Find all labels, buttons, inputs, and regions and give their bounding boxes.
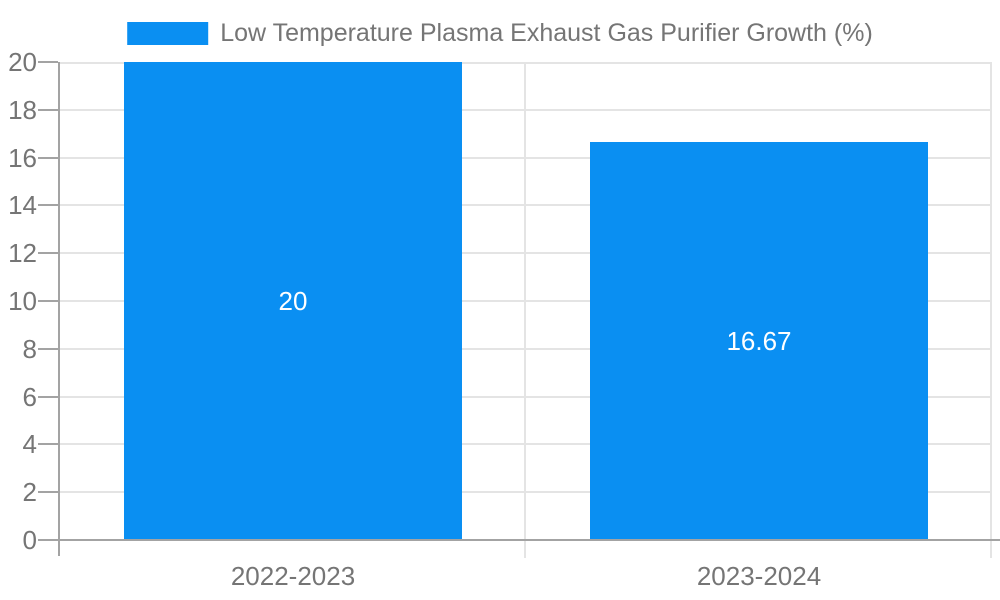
bar-value-label: 20: [278, 285, 308, 316]
y-axis-tick: [38, 539, 58, 541]
x-tick-label: 2022-2023: [230, 561, 356, 591]
bar[interactable]: 20: [124, 62, 462, 540]
x-axis-tick: [524, 541, 526, 558]
legend-label: Low Temperature Plasma Exhaust Gas Purif…: [220, 19, 873, 47]
y-axis-tick: [38, 157, 58, 159]
y-tick-label: 12: [8, 238, 37, 268]
y-gridline: [60, 300, 992, 302]
x-tick-label: 2023-2024: [696, 561, 822, 591]
y-axis-tick: [38, 204, 58, 206]
y-axis-tick: [38, 61, 58, 63]
y-gridline: [60, 348, 992, 350]
y-gridline: [60, 157, 992, 159]
y-gridline: [60, 62, 992, 64]
x-gridline: [524, 62, 526, 540]
plot-area: 20 16.67: [60, 62, 992, 540]
y-gridline: [60, 396, 992, 398]
y-tick-label: 14: [8, 190, 37, 220]
y-axis-tick: [38, 109, 58, 111]
y-axis-tick: [38, 491, 58, 493]
y-gridline: [60, 204, 992, 206]
y-axis-tick: [38, 300, 58, 302]
y-tick-label: 2: [22, 477, 37, 507]
y-axis-tick: [38, 252, 58, 254]
y-tick-label: 10: [8, 286, 37, 316]
y-tick-label: 18: [8, 95, 37, 125]
y-tick-label: 8: [22, 334, 37, 364]
bar-value-label: 16.67: [726, 325, 792, 356]
x-gridline: [990, 62, 992, 540]
bar[interactable]: 16.67: [590, 142, 928, 540]
y-tick-label: 6: [22, 382, 37, 412]
y-gridline: [60, 109, 992, 111]
y-axis-line: [58, 62, 60, 556]
y-gridline: [60, 443, 992, 445]
y-tick-label: 16: [8, 143, 37, 173]
y-axis-tick: [38, 348, 58, 350]
y-axis-tick: [38, 443, 58, 445]
y-tick-label: 20: [8, 47, 37, 77]
legend-swatch-icon: [127, 21, 209, 45]
x-axis-tick: [990, 541, 992, 558]
y-tick-label: 4: [22, 429, 37, 459]
y-tick-label: 0: [22, 525, 37, 555]
y-gridline: [60, 491, 992, 493]
y-gridline: [60, 252, 992, 254]
chart-legend[interactable]: Low Temperature Plasma Exhaust Gas Purif…: [127, 19, 873, 47]
y-axis-tick: [38, 396, 58, 398]
x-axis-line: [58, 539, 1000, 541]
